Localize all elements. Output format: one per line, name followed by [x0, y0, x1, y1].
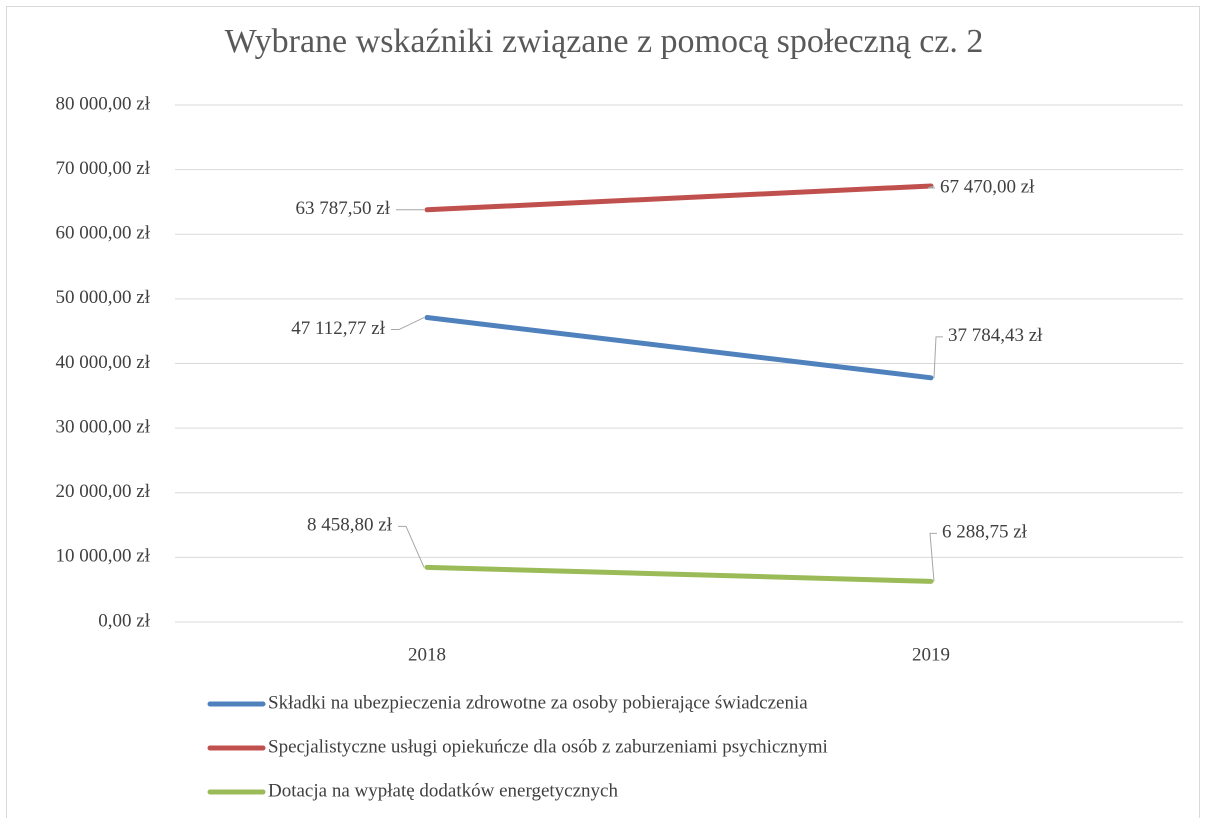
- y-tick-label: 10 000,00 zł: [56, 546, 151, 567]
- leader-line: [927, 185, 935, 189]
- y-tick-label: 60 000,00 zł: [56, 223, 151, 244]
- data-label: 8 458,80 zł: [307, 515, 393, 536]
- x-tick-label: 2018: [408, 644, 446, 665]
- legend-label: Dotacja na wypłatę dodatków energetyczny…: [268, 780, 618, 801]
- y-tick-label: 40 000,00 zł: [56, 352, 151, 373]
- leader-line: [933, 336, 943, 378]
- x-tick-label: 2019: [912, 644, 950, 665]
- leader-line: [398, 525, 425, 568]
- y-tick-label: 30 000,00 zł: [56, 416, 151, 437]
- y-tick-label: 50 000,00 zł: [56, 287, 151, 308]
- leader-line: [391, 317, 425, 331]
- chart-title: Wybrane wskaźniki związane z pomocą społ…: [225, 23, 984, 60]
- series-line: [424, 564, 934, 584]
- data-label: 63 787,50 zł: [296, 198, 391, 219]
- series-line: [424, 183, 934, 213]
- data-label: 6 288,75 zł: [942, 522, 1028, 543]
- y-tick-label: 80 000,00 zł: [56, 93, 151, 114]
- legend-label: Składki na ubezpieczenia zdrowotne za os…: [268, 692, 808, 713]
- leader-line: [929, 532, 937, 582]
- y-tick-label: 20 000,00 zł: [56, 481, 151, 502]
- data-label: 47 112,77 zł: [291, 318, 385, 339]
- data-label: 37 784,43 zł: [948, 325, 1043, 346]
- y-tick-label: 0,00 zł: [98, 610, 150, 631]
- legend-label: Specjalistyczne usługi opiekuńcze dla os…: [268, 736, 828, 757]
- data-label: 67 470,00 zł: [940, 176, 1035, 197]
- series-line: [424, 315, 934, 381]
- y-tick-label: 70 000,00 zł: [56, 158, 151, 179]
- chart-frame: [6, 6, 1200, 818]
